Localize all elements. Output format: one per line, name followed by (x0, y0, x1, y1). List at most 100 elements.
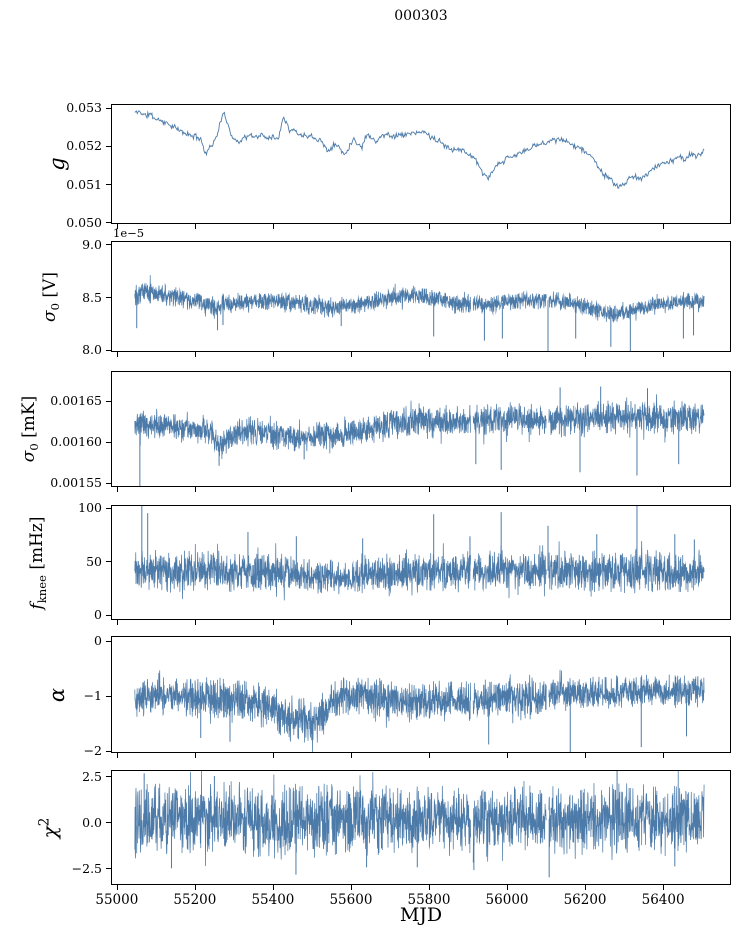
y-tick-label: 0.00160 (50, 434, 102, 450)
y-tick-label: −2.5 (71, 860, 102, 876)
panel-fknee (111, 505, 731, 620)
x-tick-label: 55800 (407, 892, 451, 908)
x-tickmark (507, 885, 509, 890)
x-tickmark (350, 620, 352, 625)
y-axis-label-g: g (45, 157, 69, 171)
y-tick-label: 0 (94, 633, 102, 649)
y-tick-label: −2 (83, 743, 102, 759)
panel-alpha (111, 636, 731, 753)
y-tickmark (106, 695, 111, 697)
x-tickmark (350, 753, 352, 758)
x-tickmark (116, 753, 118, 758)
y-axis-label-sigma0_mK: σ0 [mK] (18, 395, 42, 463)
y-axis-label-fknee: fknee [mHz] (26, 516, 50, 609)
y-tick-label: 0.00155 (50, 475, 102, 491)
x-tickmark (507, 753, 509, 758)
x-tickmark (507, 620, 509, 625)
x-tickmark (194, 753, 196, 758)
plot-canvas-sigma0_V (112, 242, 730, 351)
x-tickmark (585, 224, 587, 229)
x-tickmark (272, 352, 274, 357)
x-tickmark (272, 885, 274, 890)
y-tick-label: 2.5 (82, 768, 102, 784)
x-tickmark (194, 487, 196, 492)
y-tick-label: 100 (78, 500, 102, 516)
y-tick-label: 0.0 (82, 814, 102, 830)
y-tickmark (106, 184, 111, 185)
x-tickmark (350, 487, 352, 492)
x-tickmark (585, 620, 587, 625)
x-tickmark (350, 352, 352, 357)
x-tickmark (507, 487, 509, 492)
y-tick-label: 0.050 (66, 214, 102, 230)
y-tickmark (106, 561, 111, 563)
x-tickmark (428, 352, 430, 357)
x-tickmark (663, 224, 665, 229)
x-tickmark (663, 352, 665, 357)
y-axis-label-sigma0_V: σ0 [V] (39, 271, 63, 322)
x-tickmark (428, 487, 430, 492)
x-tickmark (194, 620, 196, 625)
x-tickmark (663, 753, 665, 758)
x-tickmark (428, 885, 430, 890)
x-tick-label: 56200 (563, 892, 607, 908)
panel-chi2 (111, 770, 731, 885)
x-tickmark (272, 620, 274, 625)
y-tickmark (106, 640, 111, 642)
y-tickmark (106, 145, 111, 147)
y-tickmark (106, 750, 111, 752)
y-tickmark (106, 400, 111, 402)
x-tickmark (350, 224, 352, 229)
plot-canvas-sigma0_mK (112, 372, 730, 486)
x-tickmark (585, 487, 587, 492)
y-tickmark (106, 349, 111, 351)
y-tick-label: 0 (94, 607, 102, 623)
x-tickmark (116, 620, 118, 625)
plot-canvas-chi2 (112, 771, 730, 884)
x-tickmark (272, 224, 274, 229)
x-tick-label: 56000 (485, 892, 529, 908)
x-tick-label: 55400 (251, 892, 295, 908)
x-tickmark (116, 352, 118, 357)
x-tick-label: 55600 (329, 892, 373, 908)
x-tick-label: 55000 (95, 892, 139, 908)
y-tickmark (106, 822, 111, 824)
panel-g (111, 104, 731, 224)
x-tickmark (428, 620, 430, 625)
plot-canvas-g (112, 105, 730, 223)
y-tick-label: 0.052 (66, 138, 102, 154)
x-tickmark (585, 885, 587, 890)
y-tickmark (106, 107, 111, 109)
y-tick-label: 0.00165 (50, 393, 102, 409)
y-tickmark (106, 776, 111, 778)
x-tick-label: 56400 (641, 892, 685, 908)
y-tick-label: −1 (83, 688, 102, 704)
y-tickmark (106, 244, 111, 246)
x-tickmark (194, 352, 196, 357)
plot-canvas-alpha (112, 637, 730, 752)
x-tick-label: 55200 (173, 892, 217, 908)
y-tickmark (106, 868, 111, 870)
y-tick-label: 9.0 (82, 236, 102, 252)
x-tickmark (116, 224, 118, 229)
x-tickmark (585, 753, 587, 758)
y-tickmark (106, 297, 111, 299)
x-tickmark (507, 224, 509, 229)
y-tick-label: 8.0 (82, 342, 102, 358)
y-axis-label-chi2: χ2 (36, 817, 62, 838)
y-tick-label: 0.053 (66, 100, 102, 116)
y-axis-offset-text: 1e−5 (113, 226, 145, 240)
x-tickmark (272, 753, 274, 758)
y-tickmark (106, 507, 111, 509)
x-tickmark (194, 885, 196, 890)
figure-title: 000303 (394, 8, 448, 24)
x-axis-label: MJD (399, 904, 443, 926)
x-tickmark (663, 620, 665, 625)
y-tick-label: 8.5 (82, 289, 102, 305)
x-tickmark (116, 885, 118, 890)
x-tickmark (428, 753, 430, 758)
panel-sigma0_mK (111, 371, 731, 487)
y-tickmark (106, 222, 111, 224)
x-tickmark (194, 224, 196, 229)
